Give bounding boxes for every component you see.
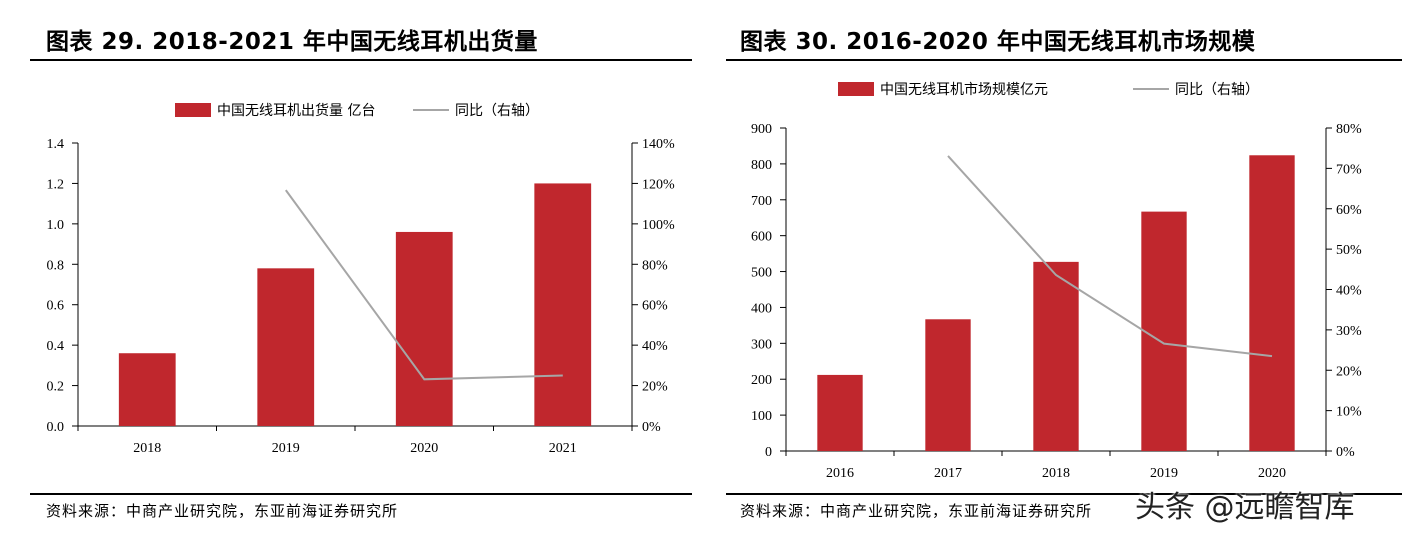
bar-2021	[534, 183, 592, 426]
chart-title: 图表 29. 2018-2021 年中国无线耳机出货量	[46, 29, 538, 55]
right-tick-label: 40%	[1336, 284, 1362, 299]
bar-2019	[1141, 211, 1187, 451]
right-tick-label: 50%	[1336, 243, 1362, 258]
bar-2017	[925, 319, 971, 451]
title-rule	[726, 59, 1402, 61]
x-tick-label: 2016	[826, 466, 854, 481]
yoy-line	[947, 155, 1273, 358]
right-tick-label: 20%	[642, 380, 668, 395]
right-tick-label: 60%	[642, 299, 668, 314]
legend-bar-swatch	[175, 103, 211, 117]
left-tick-label: 0.0	[47, 420, 65, 435]
watermark: 头条 @远瞻智库	[1135, 490, 1355, 525]
right-tick-label: 70%	[1336, 162, 1362, 177]
x-tick-label: 2019	[272, 441, 300, 456]
legend-bar-swatch	[838, 82, 874, 96]
left-tick-label: 0.2	[47, 380, 65, 395]
bar-2020	[1249, 155, 1295, 451]
left-tick-label: 600	[751, 230, 772, 245]
right-tick-label: 0%	[642, 420, 661, 435]
left-tick-label: 800	[751, 158, 772, 173]
chart-title: 图表 30. 2016-2020 年中国无线耳机市场规模	[740, 29, 1256, 55]
bar-2018	[1033, 261, 1079, 451]
right-tick-label: 20%	[1336, 364, 1362, 379]
left-tick-label: 500	[751, 266, 772, 281]
left-tick-label: 0.8	[47, 258, 65, 273]
left-tick-label: 1.2	[47, 177, 65, 192]
left-tick-label: 0.6	[47, 299, 65, 314]
left-tick-label: 1.4	[47, 137, 65, 152]
left-tick-label: 200	[751, 373, 772, 388]
bar-2016	[817, 374, 863, 451]
chart-panel-shipments: 图表 29. 2018-2021 年中国无线耳机出货量 中国无线耳机出货量 亿台…	[0, 0, 700, 538]
source-rule	[30, 493, 692, 495]
x-tick-label: 2019	[1150, 466, 1178, 481]
yoy-line	[284, 189, 563, 381]
legend-line-label: 同比（右轴）	[455, 103, 539, 119]
bar-2020	[395, 231, 453, 426]
chart-market-size-svg: 中国无线耳机市场规模亿元 同比（右轴） 0 100 200 300 400 500 600 700…	[751, 81, 1362, 481]
left-tick-label: 1.0	[47, 218, 65, 233]
x-tick-label: 2018	[133, 441, 161, 456]
x-tick-label: 2020	[1258, 466, 1286, 481]
left-tick-label: 0	[765, 445, 772, 460]
left-tick-label: 700	[751, 194, 772, 209]
bar-2019	[257, 268, 315, 426]
x-tick-label: 2017	[934, 466, 962, 481]
x-tick-label: 2021	[549, 441, 577, 456]
source-note: 资料来源：中商产业研究院，东亚前海证券研究所	[46, 502, 399, 520]
chart-panel-market-size: 图表 30. 2016-2020 年中国无线耳机市场规模 中国无线耳机市场规模亿…	[710, 0, 1414, 538]
legend-bar-label: 中国无线耳机出货量 亿台	[217, 102, 375, 119]
left-tick-label: 400	[751, 301, 772, 316]
right-tick-label: 40%	[642, 339, 668, 354]
source-rule	[726, 493, 1402, 495]
legend-line-label: 同比（右轴）	[1175, 82, 1259, 98]
legend-bar-label: 中国无线耳机市场规模亿元	[880, 81, 1048, 98]
x-tick-label: 2020	[410, 441, 438, 456]
right-tick-label: 120%	[642, 177, 675, 192]
x-tick-label: 2018	[1042, 466, 1070, 481]
bar-2018	[118, 353, 176, 426]
right-tick-label: 80%	[642, 258, 668, 273]
left-tick-label: 300	[751, 337, 772, 352]
left-tick-label: 900	[751, 122, 772, 137]
left-tick-label: 0.4	[47, 339, 65, 354]
right-tick-label: 0%	[1336, 445, 1355, 460]
title-rule	[30, 59, 692, 61]
left-tick-label: 100	[751, 409, 772, 424]
right-tick-label: 10%	[1336, 405, 1362, 420]
right-tick-label: 60%	[1336, 203, 1362, 218]
right-tick-label: 140%	[642, 137, 675, 152]
chart-shipments-svg: 中国无线耳机出货量 亿台 同比（右轴） 0.0 0.2 0.4 0.6 0.8 1.0 1.2 1…	[47, 102, 676, 456]
right-tick-label: 80%	[1336, 122, 1362, 137]
right-tick-label: 30%	[1336, 324, 1362, 339]
source-note: 资料来源：中商产业研究院，东亚前海证券研究所	[740, 502, 1093, 520]
right-tick-label: 100%	[642, 218, 675, 233]
